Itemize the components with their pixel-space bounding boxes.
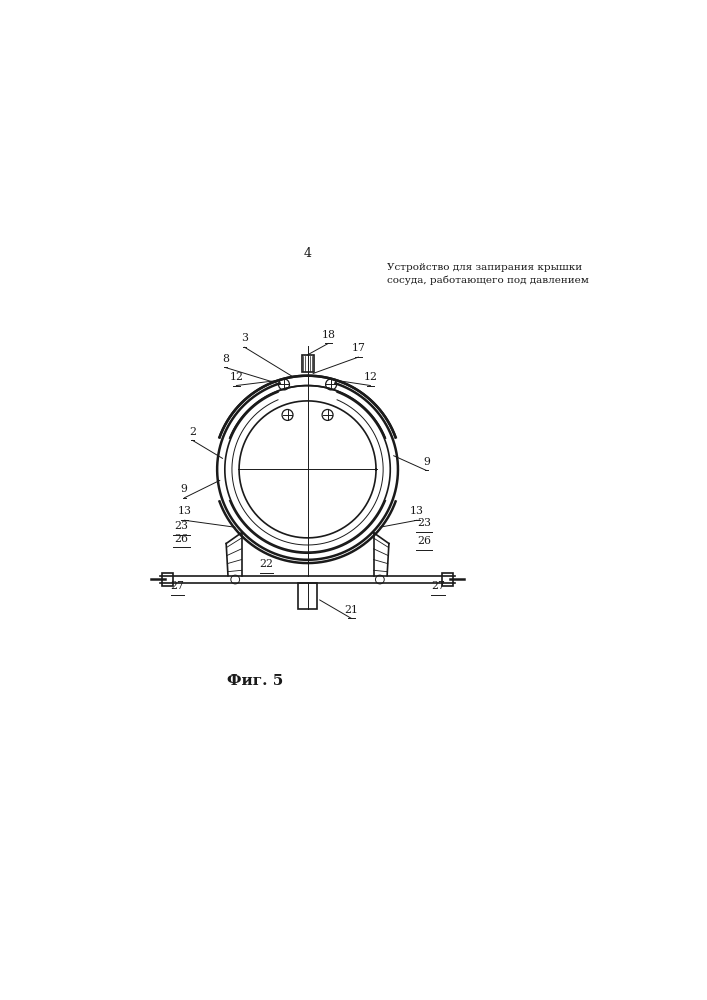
Text: 27: 27 [170, 581, 184, 591]
Text: 12: 12 [229, 372, 243, 382]
Bar [298, 583, 317, 609]
Text: 3: 3 [241, 333, 248, 343]
Text: 8: 8 [222, 354, 229, 364]
Circle shape [231, 575, 240, 584]
Circle shape [375, 575, 385, 584]
Bar [163, 573, 173, 586]
Text: 21: 21 [344, 605, 358, 615]
Text: 13: 13 [410, 506, 424, 516]
Text: Устройство для запирания крышки
сосуда, работающего под давлением: Устройство для запирания крышки сосуда, … [387, 263, 589, 285]
Text: 23: 23 [175, 521, 189, 531]
Text: 13: 13 [177, 506, 192, 516]
Bar [301, 355, 314, 372]
Text: 9: 9 [181, 484, 187, 494]
Text: Фиг. 5: Фиг. 5 [228, 674, 284, 688]
Circle shape [322, 409, 333, 420]
Text: 22: 22 [259, 559, 274, 569]
Text: 2: 2 [189, 427, 196, 437]
Text: 23: 23 [417, 518, 431, 528]
Text: 9: 9 [423, 457, 430, 467]
Bar [442, 573, 452, 586]
Circle shape [279, 379, 289, 390]
Circle shape [282, 409, 293, 420]
Text: 18: 18 [322, 330, 335, 340]
Text: 4: 4 [303, 247, 312, 260]
Text: 27: 27 [431, 581, 445, 591]
Circle shape [326, 379, 337, 390]
Text: 26: 26 [175, 534, 189, 544]
Text: 17: 17 [351, 343, 366, 353]
Text: 12: 12 [363, 372, 378, 382]
Text: 26: 26 [417, 536, 431, 546]
